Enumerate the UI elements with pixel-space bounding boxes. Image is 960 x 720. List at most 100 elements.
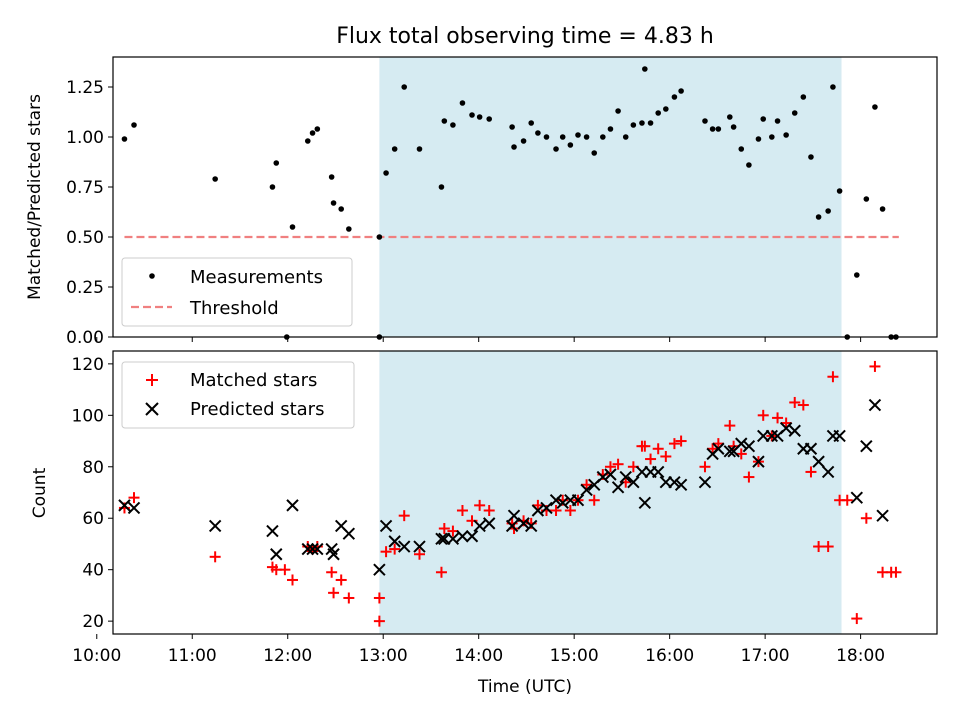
x-tick-label: 15:00 bbox=[550, 646, 599, 666]
matched-star-point bbox=[851, 613, 863, 625]
measurement-point bbox=[671, 94, 678, 100]
matched-star-point bbox=[699, 461, 711, 473]
predicted-star-point bbox=[860, 439, 873, 453]
predicted-star-point bbox=[301, 542, 314, 556]
matched-star-point bbox=[209, 551, 221, 563]
measurement-point bbox=[450, 122, 456, 128]
matched-star-point bbox=[550, 505, 562, 517]
predicted-star-point bbox=[413, 540, 426, 553]
measurement-point bbox=[269, 184, 276, 190]
measurement-point bbox=[567, 142, 574, 148]
measurement-point bbox=[791, 110, 798, 116]
measurement-point bbox=[879, 206, 886, 212]
y-tick-label: 0.25 bbox=[66, 278, 104, 298]
predicted-star-point bbox=[398, 540, 411, 553]
matched-star-point bbox=[707, 443, 719, 455]
predicted-star-point bbox=[379, 519, 393, 533]
legend-measurements-label: Measurements bbox=[190, 267, 323, 288]
bottom-x-axis-label: Time (UTC) bbox=[477, 677, 572, 697]
x-tick-label: 12:00 bbox=[263, 646, 312, 666]
matched-star-point bbox=[612, 458, 624, 470]
top-plot-frame bbox=[112, 56, 938, 338]
predicted-star-point bbox=[752, 455, 765, 468]
matched-star-point bbox=[604, 461, 616, 473]
measurement-point bbox=[391, 146, 398, 152]
measurement-point bbox=[553, 146, 559, 152]
measurement-point bbox=[511, 144, 517, 150]
y-tick-label: 0.75 bbox=[66, 178, 104, 198]
measurement-point bbox=[808, 154, 814, 160]
bottom-plot-marks bbox=[118, 360, 902, 627]
measurement-point bbox=[535, 130, 541, 136]
measurement-point bbox=[383, 170, 389, 176]
measurement-point bbox=[509, 124, 515, 130]
matched-star-point bbox=[652, 443, 664, 455]
bottom-y-axis-label: Count bbox=[30, 467, 50, 518]
matched-star-point bbox=[483, 505, 495, 517]
measurement-point bbox=[476, 114, 483, 120]
measurement-point bbox=[622, 134, 629, 140]
measurement-point bbox=[746, 162, 752, 168]
measurement-point bbox=[738, 146, 745, 152]
measurement-point bbox=[863, 196, 870, 202]
predicted-star-point bbox=[876, 509, 889, 522]
matched-star-point bbox=[668, 438, 680, 450]
predicted-star-point bbox=[446, 532, 460, 546]
predicted-star-point bbox=[473, 519, 486, 533]
matched-star-point bbox=[373, 592, 385, 604]
matched-star-point bbox=[841, 494, 853, 506]
measurement-point bbox=[600, 134, 606, 140]
predicted-star-point bbox=[388, 535, 401, 548]
matched-star-point bbox=[438, 523, 450, 535]
measurement-point bbox=[800, 94, 807, 100]
y-tick-label: 60 bbox=[82, 509, 104, 529]
matched-star-point bbox=[797, 399, 809, 411]
predicted-star-point bbox=[342, 527, 356, 540]
matched-star-point bbox=[581, 479, 593, 491]
y-tick-label: 0.00 bbox=[66, 328, 104, 348]
measurement-point bbox=[607, 126, 614, 132]
measurement-point bbox=[289, 224, 296, 230]
predicted-star-point bbox=[712, 442, 725, 455]
y-tick-label: 120 bbox=[72, 355, 104, 375]
measurement-point bbox=[715, 126, 722, 132]
matched-star-point bbox=[326, 566, 338, 578]
predicted-star-point bbox=[668, 476, 681, 489]
predicted-star-point bbox=[779, 421, 793, 435]
measurement-point bbox=[309, 130, 316, 136]
predicted-star-point bbox=[556, 496, 569, 509]
x-tick-label: 14:00 bbox=[454, 646, 503, 666]
predicted-star-point bbox=[208, 519, 222, 533]
predicted-star-point bbox=[580, 483, 593, 497]
matched-star-point bbox=[413, 548, 425, 560]
top-legend: Measurements Threshold bbox=[121, 257, 353, 327]
measurement-point bbox=[304, 138, 311, 144]
matched-star-point bbox=[724, 420, 736, 432]
predicted-star-point bbox=[698, 476, 712, 489]
measurement-point bbox=[830, 84, 836, 90]
predicted-star-point bbox=[742, 439, 756, 453]
matched-star-point bbox=[813, 541, 825, 553]
predicted-star-point bbox=[788, 424, 801, 437]
predicted-star-point bbox=[812, 455, 825, 468]
predicted-star-point bbox=[531, 504, 545, 517]
measurement-point bbox=[338, 206, 344, 212]
matched-star-point bbox=[128, 492, 140, 504]
measurement-point bbox=[760, 116, 767, 122]
matched-star-point bbox=[435, 566, 447, 578]
predicted-star-point bbox=[604, 468, 617, 481]
predicted-star-point bbox=[456, 530, 469, 543]
predicted-star-point bbox=[286, 499, 299, 512]
predicted-star-point bbox=[266, 524, 279, 538]
bottom-shaded-span bbox=[379, 351, 842, 634]
predicted-star-point bbox=[118, 499, 131, 512]
bottom-x-axis-ticks: 10:00 11:00 12:00 13:00 14:00 15:00 16:00 17:00… bbox=[72, 634, 885, 666]
measurement-point bbox=[520, 138, 527, 144]
predicted-star-point bbox=[850, 491, 864, 504]
matched-star-point bbox=[474, 499, 486, 511]
matched-star-point bbox=[860, 512, 872, 524]
matched-star-point bbox=[588, 494, 600, 506]
x-tick-label: 18:00 bbox=[836, 646, 885, 666]
legend-predicted-label: Predicted stars bbox=[190, 399, 324, 420]
top-y-axis-ticks: 0.00 0.25 0.50 0.75 1.00 1.25 bbox=[66, 78, 113, 348]
